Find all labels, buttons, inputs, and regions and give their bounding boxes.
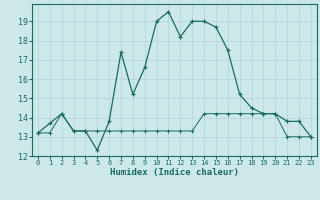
X-axis label: Humidex (Indice chaleur): Humidex (Indice chaleur) bbox=[110, 168, 239, 177]
